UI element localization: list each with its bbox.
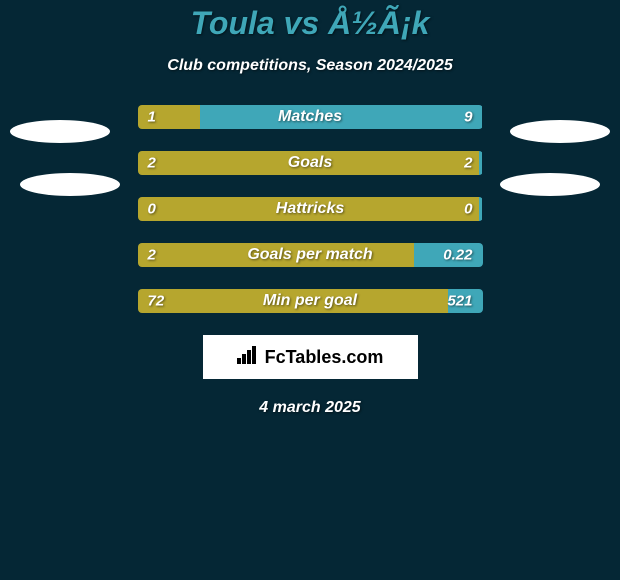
stat-label: Goals per match — [247, 246, 372, 264]
stat-row-min-per-goal: 72 Min per goal 521 — [138, 289, 483, 313]
stat-value-left: 72 — [148, 293, 165, 310]
team-logo-left-1 — [10, 120, 110, 143]
brand-text: FcTables.com — [265, 347, 384, 368]
stat-value-left: 0 — [148, 201, 156, 218]
main-container: Toula vs Å½Ã¡k Club competitions, Season… — [0, 0, 620, 417]
stat-row-goals-per-match: 2 Goals per match 0.22 — [138, 243, 483, 267]
stat-label: Matches — [278, 108, 342, 126]
subtitle: Club competitions, Season 2024/2025 — [0, 57, 620, 75]
stat-bars-container: 1 Matches 9 2 Goals 2 0 Hattricks 0 — [138, 105, 483, 313]
stat-value-right: 0.22 — [443, 247, 472, 264]
bar-right — [479, 197, 482, 221]
date-text: 4 march 2025 — [0, 399, 620, 417]
page-title: Toula vs Å½Ã¡k — [0, 5, 620, 42]
comparison-area: 1 Matches 9 2 Goals 2 0 Hattricks 0 — [0, 105, 620, 313]
stat-value-right: 0 — [464, 201, 472, 218]
stat-label: Hattricks — [276, 200, 344, 218]
stat-label: Goals — [288, 154, 332, 172]
bar-right — [479, 151, 482, 175]
stat-row-goals: 2 Goals 2 — [138, 151, 483, 175]
stat-value-right: 9 — [464, 109, 472, 126]
stat-value-right: 521 — [447, 293, 472, 310]
stat-value-left: 2 — [148, 247, 156, 264]
stat-label: Min per goal — [263, 292, 357, 310]
team-logo-left-2 — [20, 173, 120, 196]
stat-row-hattricks: 0 Hattricks 0 — [138, 197, 483, 221]
stat-value-left: 1 — [148, 109, 156, 126]
stat-value-left: 2 — [148, 155, 156, 172]
brand-box[interactable]: FcTables.com — [203, 335, 418, 379]
team-logo-right-1 — [510, 120, 610, 143]
chart-icon — [237, 346, 259, 369]
team-logo-right-2 — [500, 173, 600, 196]
stat-value-right: 2 — [464, 155, 472, 172]
stat-row-matches: 1 Matches 9 — [138, 105, 483, 129]
